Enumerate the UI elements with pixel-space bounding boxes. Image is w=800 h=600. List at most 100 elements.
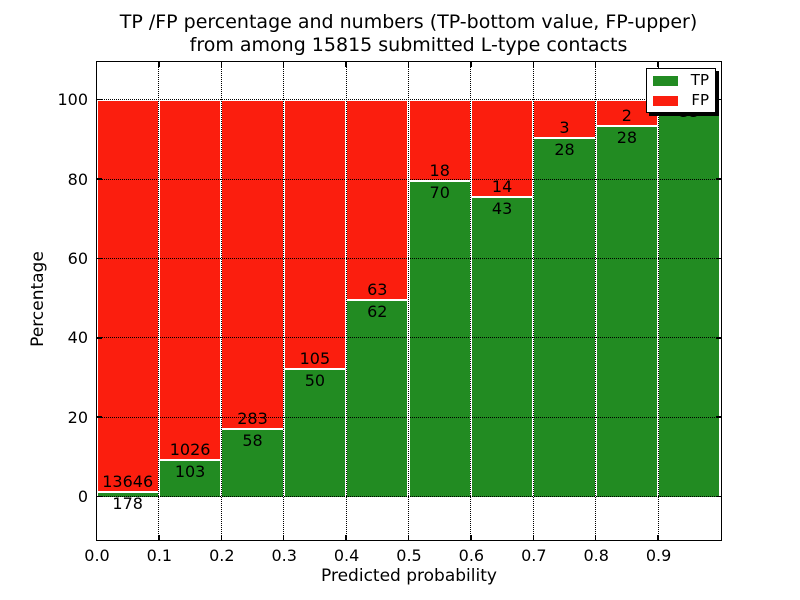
y-tick-right [715,178,721,180]
y-tick-left [96,337,102,339]
bar-segment-fp [533,99,596,139]
chart-title-line2: from among 15815 submitted L-type contac… [189,34,628,56]
x-tick-top [220,61,223,67]
bar-label-tp: 28 [616,128,638,148]
x-tick-bottom [657,534,659,540]
bar-label-fp: 18 [429,160,450,180]
x-tick-label: 0.8 [583,546,609,565]
x-tick-bottom [594,534,597,540]
x-tick-label: 0.7 [521,546,547,565]
bar-label-tp: 50 [304,370,326,390]
x-tick-top [95,61,98,67]
bar-label-tp: 70 [429,182,450,202]
x-tick-label: 0.9 [645,546,672,565]
legend-label-fp: FP [691,91,709,109]
bar-segment-tp [158,460,222,497]
y-tick-right [715,416,721,418]
bar-label-tp: 43 [491,199,513,219]
bar-label-fp: 283 [237,409,268,429]
bar-segment-tp [470,197,534,497]
y-tick-label: 20 [67,407,88,427]
bar-segment-fp [221,99,284,430]
bar-label-tp: 58 [242,431,263,451]
legend-entry-tp: TP [653,73,709,88]
bar-label-fp: 2 [621,106,632,126]
y-tick-right [715,257,721,260]
legend-label-tp: TP [690,71,709,89]
bar-label-fp: 63 [367,279,388,299]
y-tick-label: 100 [57,90,88,110]
bar-segment-tp [658,99,721,497]
gridline-vertical [657,61,659,540]
y-tick-label: 80 [67,169,88,189]
legend: TP FP [646,68,716,113]
x-tick-top [594,61,597,67]
bar-label-fp: 1026 [169,440,211,460]
bar-segment-fp [408,99,471,181]
bar-segment-tp [283,368,347,497]
gridline-vertical [595,61,597,540]
x-tick-label: 0.0 [84,546,110,565]
bar-segment-tp [533,138,596,497]
bar-label-fp: 105 [299,348,331,368]
bar-label-tp: 62 [367,301,388,321]
bar-segment-fp [158,99,222,461]
bar-label-fp: 3 [559,118,570,138]
y-tick-right [715,337,721,339]
bar-segment-fp [346,99,409,300]
gridline-vertical [220,61,222,540]
x-tick-bottom [345,534,347,540]
x-tick-top [282,61,285,67]
bar-segment-fp [470,99,534,198]
x-tick-label: 0.2 [209,546,235,565]
x-tick-top [657,61,659,67]
gridline-vertical [470,61,472,540]
bar-segment-tp [408,180,471,497]
x-tick-top [470,61,472,67]
legend-swatch-tp [653,75,678,86]
x-tick-top [532,61,535,67]
x-tick-bottom [470,534,472,540]
y-axis-label: Percentage [28,251,48,347]
gridline-vertical [283,61,285,540]
x-tick-bottom [158,534,160,540]
legend-swatch-fp [653,95,679,106]
bar-label-fp: 14 [491,177,513,197]
plot-area: 13646 178 1026 103 283 58 105 50 63 62 18 70 14 43 3 28… [95,60,722,541]
x-tick-top [158,61,160,67]
gridline-vertical [158,61,160,540]
y-tick-left [96,178,102,180]
y-tick-left [96,98,102,101]
chart-title: TP /FP percentage and numbers (TP-bottom… [95,11,722,57]
x-tick-bottom [220,534,223,540]
x-tick-bottom [95,534,98,540]
y-tick-right [715,495,721,498]
bar-label-tp: 178 [112,493,143,513]
x-tick-label: 0.4 [333,546,360,565]
x-tick-label: 0.5 [396,546,422,565]
x-tick-bottom [407,534,410,540]
bar-segment-fp [283,99,347,369]
y-tick-label: 40 [67,328,88,348]
bar-segment-tp [221,429,284,497]
legend-entry-fp: FP [653,93,709,108]
bar-segment-tp [96,491,159,497]
bar-label-tp: 103 [174,462,206,482]
x-tick-bottom [532,534,535,540]
y-tick-label: 0 [77,487,88,507]
bar-label-tp: 28 [554,140,575,160]
bar-label-fp: 13646 [102,471,154,491]
y-tick-label: 60 [67,248,88,268]
chart-title-line1: TP /FP percentage and numbers (TP-bottom… [119,11,698,33]
gridline-vertical [408,61,409,540]
x-tick-top [345,61,347,67]
gridline-vertical [532,61,534,540]
y-tick-left [96,257,102,260]
x-tick-top [407,61,410,67]
y-tick-left [96,495,102,498]
gridline-vertical [345,61,347,540]
y-tick-left [96,416,102,418]
x-tick-label: 0.6 [458,546,485,565]
x-tick-bottom [282,534,285,540]
